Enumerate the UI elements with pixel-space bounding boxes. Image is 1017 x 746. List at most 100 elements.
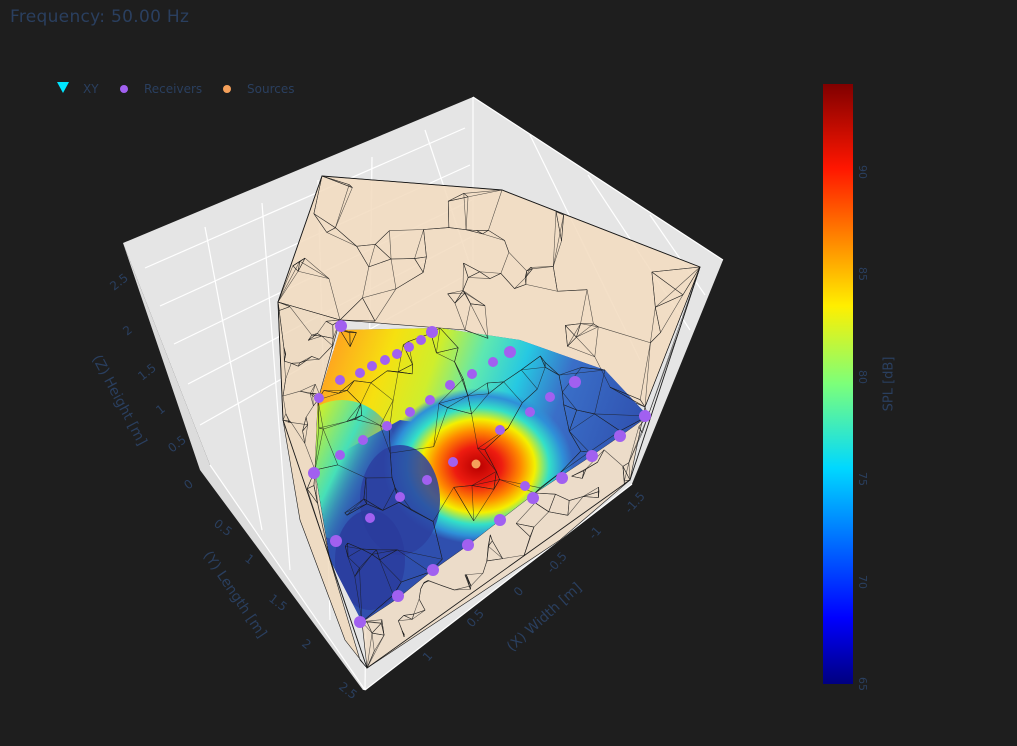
x-tick-0: 0 (511, 584, 527, 599)
receiver-marker[interactable] (354, 616, 366, 628)
mesh-edge (463, 193, 469, 198)
receiver-marker[interactable] (355, 368, 365, 378)
receiver-marker[interactable] (380, 355, 390, 365)
mesh-edge (487, 381, 504, 384)
receiver-marker[interactable] (308, 467, 320, 479)
receiver-marker[interactable] (335, 320, 347, 332)
mesh-edge (302, 431, 306, 444)
receiver-marker[interactable] (335, 450, 345, 460)
sources-layer[interactable] (471, 459, 481, 469)
receiver-marker[interactable] (520, 481, 530, 491)
mesh-edge (622, 462, 630, 467)
mesh-edge (344, 512, 348, 516)
mesh-edge (439, 327, 459, 348)
mesh-edge (515, 523, 531, 537)
mesh-edge (413, 609, 426, 615)
mesh-edge (291, 363, 299, 367)
receiver-marker[interactable] (448, 457, 458, 467)
mesh-edge (534, 472, 561, 494)
mesh-edge (397, 549, 443, 560)
mesh-edge (427, 580, 442, 586)
mesh-edge (569, 413, 595, 432)
receivers-layer[interactable] (308, 320, 651, 628)
mesh-edge (553, 266, 558, 292)
receiver-marker[interactable] (367, 361, 377, 371)
legend-item-xy[interactable]: XY (52, 80, 99, 98)
receiver-marker[interactable] (405, 407, 415, 417)
receiver-marker[interactable] (545, 392, 555, 402)
mesh-edge (569, 430, 590, 453)
receiver-marker[interactable] (445, 380, 455, 390)
mesh-edge (470, 573, 484, 586)
mesh-edge (682, 266, 701, 295)
mesh-edge (466, 572, 483, 576)
mesh-edge (298, 270, 330, 279)
mesh-edge (594, 369, 606, 414)
receiver-marker[interactable] (392, 349, 402, 359)
mesh-edge (347, 556, 356, 577)
mesh-edge (292, 265, 299, 272)
mesh-edge (412, 609, 426, 620)
mesh-edge (360, 403, 362, 416)
mesh-edge (411, 509, 434, 522)
receiver-marker[interactable] (416, 335, 426, 345)
receiver-marker[interactable] (527, 492, 539, 504)
legend-item-receivers[interactable]: Receivers (113, 80, 202, 98)
mesh-edge (488, 189, 503, 231)
receiver-marker[interactable] (639, 410, 651, 422)
receiver-marker[interactable] (358, 435, 368, 445)
receiver-marker[interactable] (556, 472, 568, 484)
legend-item-sources[interactable]: Sources (216, 80, 294, 98)
receiver-marker[interactable] (504, 346, 516, 358)
receiver-marker[interactable] (314, 393, 324, 403)
mesh-edge (302, 424, 308, 432)
receiver-marker[interactable] (427, 564, 439, 576)
receiver-marker[interactable] (382, 421, 392, 431)
receiver-marker[interactable] (586, 450, 598, 462)
mesh-edge (470, 585, 472, 590)
receiver-marker[interactable] (330, 535, 342, 547)
receiver-marker[interactable] (494, 514, 506, 526)
mesh-edge (525, 270, 528, 285)
mesh-edge (335, 187, 353, 228)
mesh-edge (571, 468, 587, 477)
mesh-edge (380, 400, 394, 426)
receiver-marker[interactable] (462, 539, 474, 551)
mesh-edge (284, 361, 286, 380)
receiver-marker[interactable] (335, 375, 345, 385)
receiver-marker[interactable] (426, 326, 438, 338)
source-marker[interactable] (471, 459, 481, 469)
receiver-marker[interactable] (525, 407, 535, 417)
mesh-edge (382, 502, 400, 511)
mesh-edge (581, 367, 606, 371)
mesh-edge (448, 193, 464, 202)
receiver-marker[interactable] (404, 342, 414, 352)
receiver-marker[interactable] (488, 357, 498, 367)
receiver-marker[interactable] (614, 430, 626, 442)
receiver-marker[interactable] (467, 369, 477, 379)
receiver-marker[interactable] (495, 425, 505, 435)
receiver-marker[interactable] (569, 376, 581, 388)
receiver-marker[interactable] (365, 513, 375, 523)
mesh-edge (492, 540, 503, 559)
receiver-dot-icon (113, 82, 135, 96)
receiver-marker[interactable] (395, 492, 405, 502)
mesh-edge (346, 503, 367, 516)
mesh-edge (313, 485, 318, 504)
mesh-edge (346, 403, 362, 422)
mesh-edge (359, 554, 373, 569)
mesh-edge (423, 227, 449, 230)
mesh-edge (576, 326, 599, 338)
mesh-edge (398, 619, 413, 622)
mesh-edge (524, 267, 532, 279)
mesh-edge (567, 346, 595, 357)
mesh-edge (593, 323, 599, 328)
receiver-marker[interactable] (425, 395, 435, 405)
receiver-marker[interactable] (392, 590, 404, 602)
mesh-edge (432, 521, 443, 560)
mesh-edge (655, 294, 684, 308)
mesh-edge (362, 297, 376, 322)
mesh-edge (465, 229, 483, 235)
receiver-marker[interactable] (422, 475, 432, 485)
